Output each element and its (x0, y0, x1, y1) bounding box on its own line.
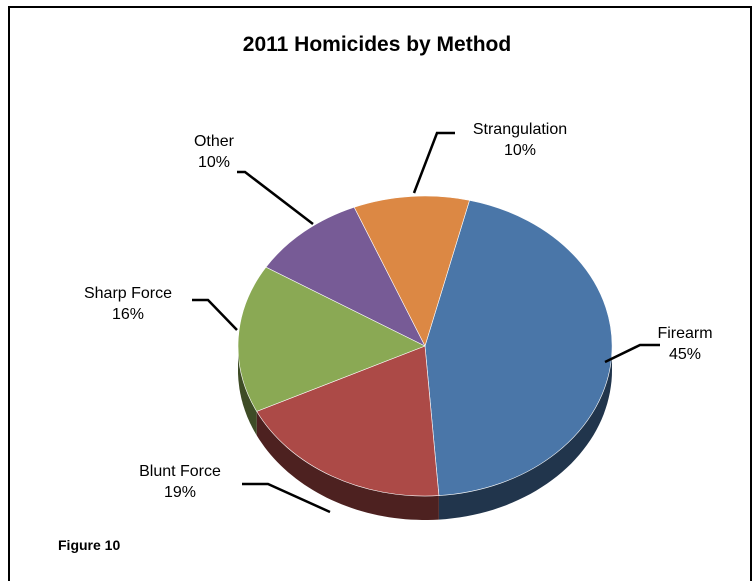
pie-slice-blunt-force (256, 345, 440, 497)
leader-line-sharp-force (192, 298, 238, 331)
pie-side-firearm (438, 346, 612, 520)
slice-label-strangulation: Strangulation (473, 121, 567, 138)
slice-value-blunt-force: 19% (164, 484, 196, 501)
pie-side-blunt-force (256, 411, 439, 520)
leader-line-firearm (604, 343, 660, 364)
slice-label-sharp-force: Sharp Force (84, 285, 172, 302)
pie-slice-other (265, 206, 426, 347)
pie-slice-sharp-force (237, 266, 426, 412)
chart-title: 2011 Homicides by Method (242, 33, 512, 56)
figure-label: Figure 10 (58, 537, 121, 553)
slice-value-other: 10% (198, 154, 230, 171)
pie-side-sharp-force (238, 346, 257, 436)
pie-slices (237, 195, 613, 497)
slice-value-firearm: 45% (669, 346, 701, 363)
slice-value-sharp-force: 16% (112, 306, 144, 323)
leader-line-other (237, 170, 314, 225)
pie-slice-strangulation (353, 195, 470, 347)
slice-value-strangulation: 10% (504, 142, 536, 159)
leader-line-blunt-force (242, 482, 331, 514)
pie-sides (238, 346, 612, 520)
slice-label-blunt-force: Blunt Force (139, 463, 221, 480)
leader-line-strangulation (412, 131, 455, 194)
slice-label-other: Other (194, 133, 235, 150)
pie-labels: Firearm 45% Blunt Force 19% Sharp Force 16% Ot… (84, 121, 713, 514)
slice-label-firearm: Firearm (657, 325, 712, 342)
